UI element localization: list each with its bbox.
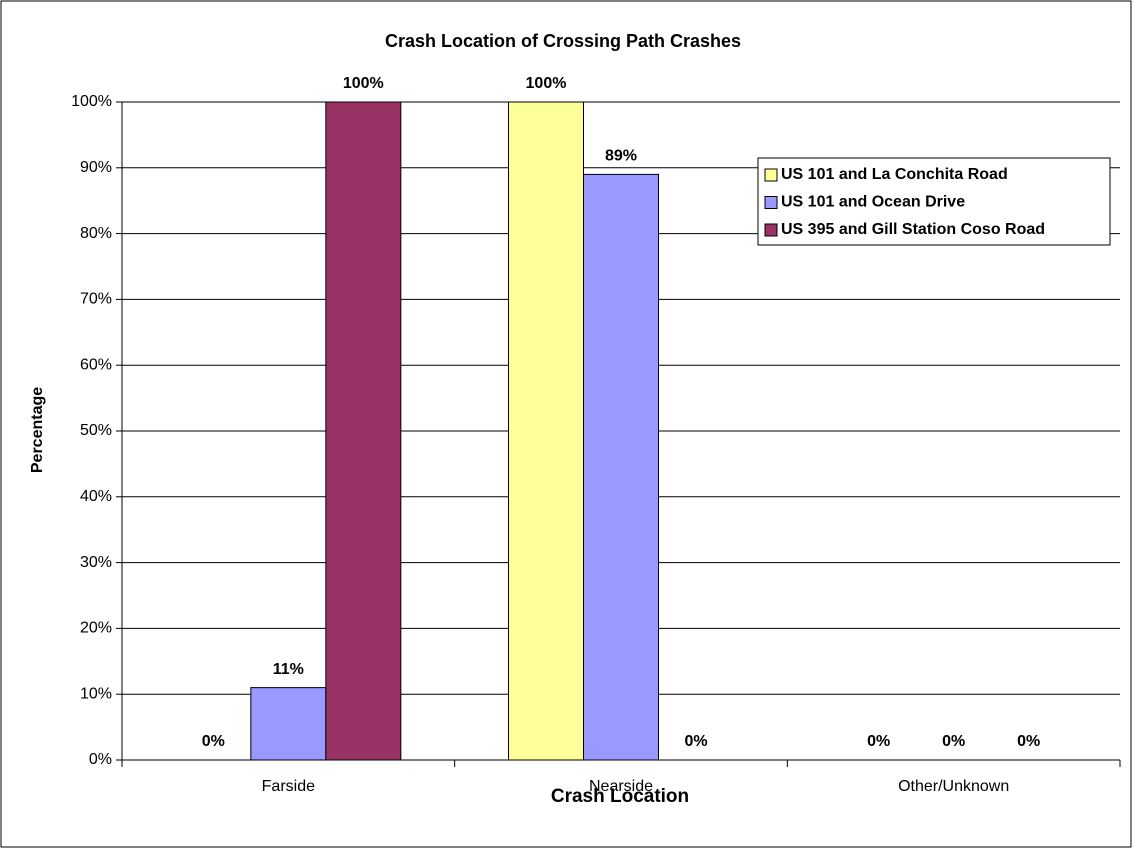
legend-swatch bbox=[764, 223, 778, 237]
legend-label: US 395 and Gill Station Coso Road bbox=[781, 221, 1045, 238]
y-tick-label: 10% bbox=[80, 685, 112, 702]
y-tick-label: 40% bbox=[80, 488, 112, 505]
value-label: 0% bbox=[942, 733, 965, 750]
legend-label: US 101 and La Conchita Road bbox=[781, 166, 1008, 183]
value-label: 100% bbox=[526, 75, 567, 92]
y-axis-label: Percentage bbox=[29, 387, 46, 473]
bar bbox=[250, 687, 327, 761]
value-label: 0% bbox=[684, 733, 707, 750]
y-tick-label: 70% bbox=[80, 291, 112, 308]
bar bbox=[325, 101, 402, 761]
y-tick-label: 60% bbox=[80, 356, 112, 373]
legend-swatch bbox=[764, 196, 778, 209]
x-tick-label: Farside bbox=[262, 778, 315, 795]
y-tick-label: 20% bbox=[80, 620, 112, 637]
bar bbox=[508, 101, 584, 761]
y-tick-label: 90% bbox=[80, 159, 112, 176]
x-axis-label: Crash Location bbox=[551, 786, 689, 807]
legend-box bbox=[757, 157, 1111, 246]
legend-swatch bbox=[764, 168, 778, 182]
value-label: 100% bbox=[343, 75, 384, 92]
y-tick-label: 0% bbox=[89, 751, 112, 768]
x-tick-label: Nearside bbox=[589, 778, 653, 795]
bar bbox=[583, 173, 659, 761]
legend-label: US 101 and Ocean Drive bbox=[781, 194, 965, 211]
value-label: 0% bbox=[867, 733, 890, 750]
value-label: 0% bbox=[1017, 733, 1040, 750]
chart-title: Crash Location of Crossing Path Crashes bbox=[385, 31, 741, 51]
y-tick-label: 50% bbox=[80, 422, 112, 439]
value-label: 89% bbox=[605, 148, 637, 165]
y-tick-label: 80% bbox=[80, 225, 112, 242]
value-label: 0% bbox=[202, 733, 225, 750]
y-tick-label: 100% bbox=[71, 93, 112, 110]
y-tick-label: 30% bbox=[80, 554, 112, 571]
value-label: 11% bbox=[273, 661, 304, 678]
x-tick-label: Other/Unknown bbox=[898, 778, 1009, 795]
